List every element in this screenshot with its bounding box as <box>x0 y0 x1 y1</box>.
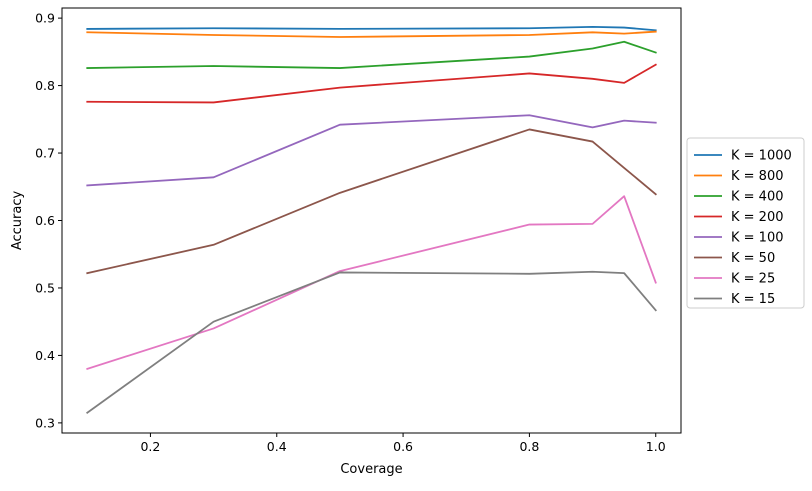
series-line-3 <box>86 40 657 69</box>
legend-entries: K = 1000 K = 800 K = 400 K = 200 K = 100 K = … <box>694 149 792 307</box>
x-tick-label: 0.2 <box>140 439 160 454</box>
y-tick-label: 0.8 <box>35 78 55 93</box>
y-tick-label: 0.7 <box>35 146 55 161</box>
legend-label-7: K = 25 <box>731 272 775 287</box>
series-line-7 <box>86 195 657 371</box>
legend-label-8: K = 15 <box>731 292 775 307</box>
y-tick-label: 0.9 <box>35 11 55 26</box>
y-axis-label: Accuracy <box>10 191 25 251</box>
x-tick-label: 1.0 <box>646 439 666 454</box>
x-tick-label: 0.6 <box>393 439 413 454</box>
legend-label-2: K = 800 <box>731 169 784 184</box>
y-tick-label: 0.5 <box>35 280 55 295</box>
y-tick-label: 0.3 <box>35 415 55 430</box>
legend-label-4: K = 200 <box>731 210 784 225</box>
y-axis-ticks: 0.3 0.4 0.5 0.6 0.7 0.8 0.9 <box>35 11 62 430</box>
series-line-1 <box>86 25 657 32</box>
legend-label-3: K = 400 <box>731 190 784 205</box>
series-line-6 <box>86 128 657 275</box>
series-layer <box>86 25 657 415</box>
legend-label-1: K = 1000 <box>731 149 792 164</box>
legend-box <box>686 137 805 309</box>
series-line-4 <box>86 63 657 104</box>
series-line-2 <box>86 30 657 38</box>
x-tick-label: 0.4 <box>267 439 287 454</box>
legend-label-5: K = 100 <box>731 231 784 246</box>
series-line-5 <box>86 114 657 187</box>
x-axis-ticks: 0.2 0.4 0.6 0.8 1.0 <box>140 433 666 454</box>
legend-label-6: K = 50 <box>731 251 775 266</box>
y-tick-label: 0.6 <box>35 213 55 228</box>
x-tick-label: 0.8 <box>519 439 539 454</box>
x-axis-label: Coverage <box>340 462 402 477</box>
series-line-8 <box>86 270 657 415</box>
legend: K = 1000 K = 800 K = 400 K = 200 K = 100 K = … <box>686 137 805 309</box>
y-tick-label: 0.4 <box>35 348 55 363</box>
